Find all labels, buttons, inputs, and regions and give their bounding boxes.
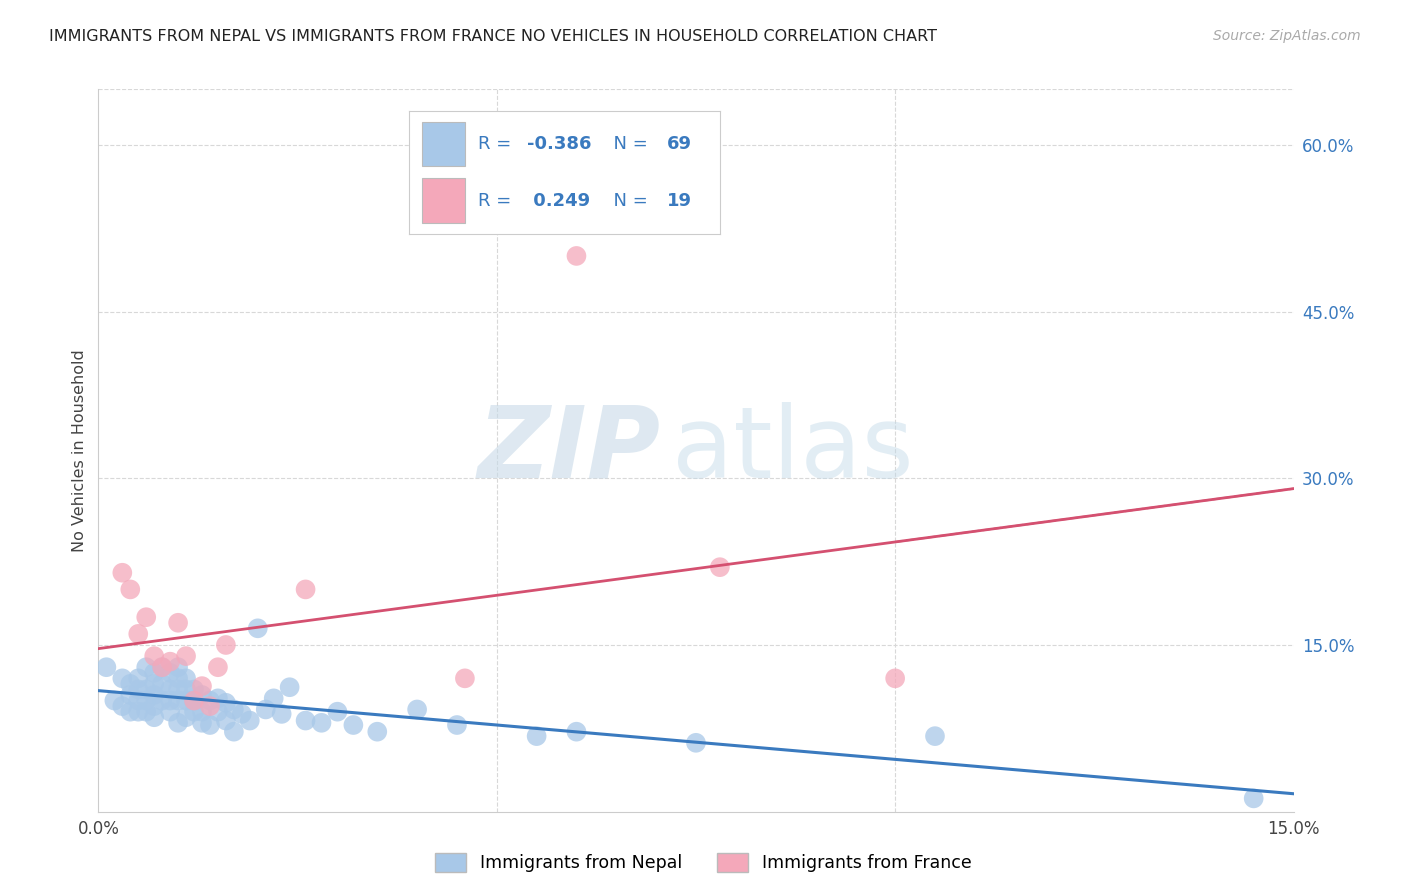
Point xyxy=(924,729,946,743)
Point xyxy=(198,718,221,732)
Point xyxy=(294,582,316,597)
Point xyxy=(174,649,197,664)
Text: ZIP: ZIP xyxy=(477,402,661,499)
Point xyxy=(159,705,181,719)
Point xyxy=(135,610,157,624)
Point xyxy=(143,649,166,664)
Point xyxy=(191,705,214,719)
Point xyxy=(174,693,197,707)
Point xyxy=(207,660,229,674)
Point xyxy=(191,679,214,693)
Point xyxy=(120,677,142,691)
Point xyxy=(167,715,190,730)
Point xyxy=(342,718,364,732)
Point xyxy=(159,665,181,680)
Point xyxy=(174,710,197,724)
Point xyxy=(565,249,588,263)
Point xyxy=(231,706,253,721)
Text: Source: ZipAtlas.com: Source: ZipAtlas.com xyxy=(1213,29,1361,43)
Point xyxy=(709,560,731,574)
Point xyxy=(565,724,588,739)
Point xyxy=(884,671,907,685)
Point xyxy=(167,682,190,697)
Point xyxy=(167,615,190,630)
Point xyxy=(150,693,173,707)
Point xyxy=(454,671,477,685)
Point xyxy=(159,682,181,697)
Point xyxy=(143,665,166,680)
Point xyxy=(143,677,166,691)
Point xyxy=(150,660,173,674)
Point xyxy=(198,693,221,707)
Point xyxy=(174,682,197,697)
Legend: Immigrants from Nepal, Immigrants from France: Immigrants from Nepal, Immigrants from F… xyxy=(427,846,979,879)
Point xyxy=(278,680,301,694)
Point xyxy=(120,705,142,719)
Point xyxy=(111,699,134,714)
Point xyxy=(239,714,262,728)
Point xyxy=(111,671,134,685)
Point xyxy=(215,696,238,710)
Point xyxy=(167,660,190,674)
Point xyxy=(143,710,166,724)
Point xyxy=(326,705,349,719)
Point xyxy=(254,702,277,716)
Point xyxy=(127,671,149,685)
Point xyxy=(215,638,238,652)
Y-axis label: No Vehicles in Household: No Vehicles in Household xyxy=(72,349,87,552)
Text: IMMIGRANTS FROM NEPAL VS IMMIGRANTS FROM FRANCE NO VEHICLES IN HOUSEHOLD CORRELA: IMMIGRANTS FROM NEPAL VS IMMIGRANTS FROM… xyxy=(49,29,938,44)
Point xyxy=(103,693,125,707)
Point xyxy=(294,714,316,728)
Point xyxy=(183,693,205,707)
Point xyxy=(198,699,221,714)
Point xyxy=(207,691,229,706)
Point xyxy=(135,660,157,674)
Point xyxy=(159,693,181,707)
Point xyxy=(127,705,149,719)
Point xyxy=(150,660,173,674)
Point xyxy=(143,699,166,714)
Point xyxy=(183,705,205,719)
Text: atlas: atlas xyxy=(672,402,914,499)
Point xyxy=(222,702,245,716)
Point xyxy=(127,682,149,697)
Point xyxy=(263,691,285,706)
Point xyxy=(191,688,214,702)
Point xyxy=(1243,791,1265,805)
Point xyxy=(207,705,229,719)
Point xyxy=(366,724,388,739)
Point xyxy=(120,688,142,702)
Point xyxy=(150,677,173,691)
Point xyxy=(222,724,245,739)
Point xyxy=(406,702,429,716)
Point xyxy=(311,715,333,730)
Point xyxy=(127,693,149,707)
Point xyxy=(167,693,190,707)
Point xyxy=(96,660,118,674)
Point xyxy=(270,706,292,721)
Point xyxy=(159,655,181,669)
Point xyxy=(174,671,197,685)
Point xyxy=(215,714,238,728)
Point xyxy=(685,736,707,750)
Point xyxy=(111,566,134,580)
Point xyxy=(143,688,166,702)
Point xyxy=(135,705,157,719)
Point xyxy=(183,693,205,707)
Point xyxy=(120,582,142,597)
Point xyxy=(446,718,468,732)
Point xyxy=(135,682,157,697)
Point xyxy=(191,715,214,730)
Point xyxy=(135,693,157,707)
Point xyxy=(526,729,548,743)
Point xyxy=(246,621,269,635)
Point xyxy=(127,627,149,641)
Point xyxy=(183,682,205,697)
Point xyxy=(167,671,190,685)
